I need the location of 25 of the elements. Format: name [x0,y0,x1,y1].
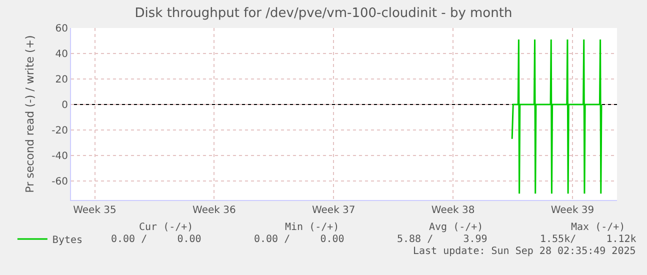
x-tick-label: Week 38 [431,205,475,216]
line-series [511,38,602,194]
y-tick-label: -60 [52,176,68,188]
y-tick-label: -40 [52,150,68,162]
text: Cur (-/+) [139,222,194,233]
text: 5.88 / 3.99 [397,234,488,245]
text: 1.55k/ 1.12k [540,234,636,245]
text: Last update: Sun Sep 28 02:35:49 2025 [413,246,636,257]
y-axis-title: Pr second read (-) / write (+) [23,35,36,193]
y-tick-label: 40 [55,48,68,60]
text: Max (-/+) [571,222,626,233]
text: Avg (-/+) [429,222,484,233]
text: 0.00 / 0.00 [254,234,344,245]
chart-title: Disk throughput for /dev/pve/vm-100-cloudinit - by month [134,6,512,22]
x-tick-label: Week 39 [550,205,594,216]
text: Min (-/+) [285,222,340,233]
text: 0.00 / 0.00 [111,234,202,245]
x-tick-label: Week 37 [312,205,356,216]
y-tick-label: -20 [52,125,68,136]
y-tick-label: 20 [55,74,68,86]
y-tick-label: 0 [62,100,68,111]
x-tick-label: Week 35 [73,205,116,216]
y-tick-label: 60 [55,24,68,34]
legend-label: Bytes [52,234,83,246]
x-tick-label: Week 36 [192,205,236,216]
